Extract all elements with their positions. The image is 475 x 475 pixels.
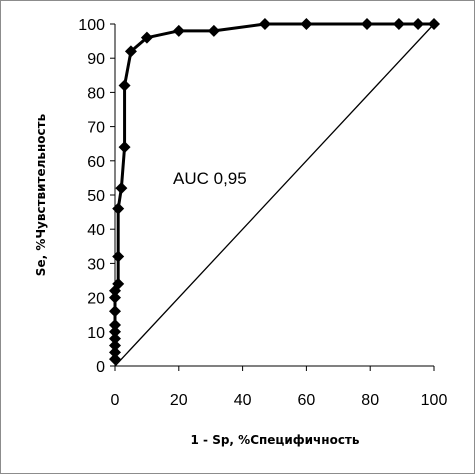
roc-point-marker — [115, 182, 128, 195]
y-axis-ticks: 0 10 20 30 40 50 60 70 80 90 100 — [78, 17, 115, 376]
roc-point-marker — [118, 141, 131, 154]
roc-point-marker — [112, 202, 125, 215]
x-tick-label: 20 — [170, 392, 188, 409]
y-tick-label: 90 — [87, 51, 105, 68]
roc-point-marker — [412, 18, 425, 30]
y-tick-label: 40 — [87, 222, 105, 239]
y-tick-label: 60 — [87, 154, 105, 171]
series-layer — [109, 18, 440, 367]
roc-point-marker — [109, 305, 121, 318]
roc-point-marker — [392, 18, 405, 30]
y-axis-label: Se, %Чувствительность — [34, 113, 48, 276]
roc-point-marker — [109, 291, 121, 304]
roc-point-marker — [118, 79, 131, 92]
roc-point-marker — [112, 277, 125, 290]
auc-annotation: AUC 0,95 — [173, 169, 247, 188]
x-axis-ticks: 0 20 40 60 80 100 — [111, 366, 448, 409]
y-tick-label: 100 — [78, 17, 105, 34]
x-tick-label: 100 — [421, 392, 448, 409]
roc-point-marker — [258, 18, 271, 30]
y-tick-label: 70 — [87, 120, 105, 137]
roc-point-marker — [140, 31, 153, 44]
roc-point-marker — [172, 24, 185, 37]
x-tick-label: 40 — [234, 392, 252, 409]
roc-point-marker — [109, 325, 121, 338]
x-tick-label: 80 — [361, 392, 379, 409]
roc-point-marker — [109, 339, 121, 352]
roc-point-marker — [207, 24, 220, 37]
roc-point-marker — [109, 353, 121, 366]
y-tick-label: 80 — [87, 85, 105, 102]
y-tick-label: 30 — [87, 256, 105, 273]
y-tick-label: 50 — [87, 188, 105, 205]
roc-curve-line — [113, 22, 434, 360]
roc-point-marker — [112, 250, 125, 263]
reference-diagonal-line — [114, 23, 435, 367]
x-tick-label: 60 — [298, 392, 316, 409]
x-tick-label: 0 — [111, 392, 120, 409]
roc-point-marker — [428, 18, 440, 30]
y-tick-label: 0 — [96, 359, 105, 376]
roc-point-marker — [300, 18, 313, 30]
roc-point-marker — [109, 332, 121, 345]
roc-point-marker — [361, 18, 374, 30]
x-axis-label: 1 - Sp, %Специфичность — [191, 433, 360, 447]
roc-point-marker — [109, 346, 121, 359]
y-tick-label: 20 — [87, 291, 105, 308]
roc-point-marker — [109, 318, 121, 331]
roc-point-marker — [124, 45, 137, 58]
y-tick-label: 10 — [87, 325, 105, 342]
